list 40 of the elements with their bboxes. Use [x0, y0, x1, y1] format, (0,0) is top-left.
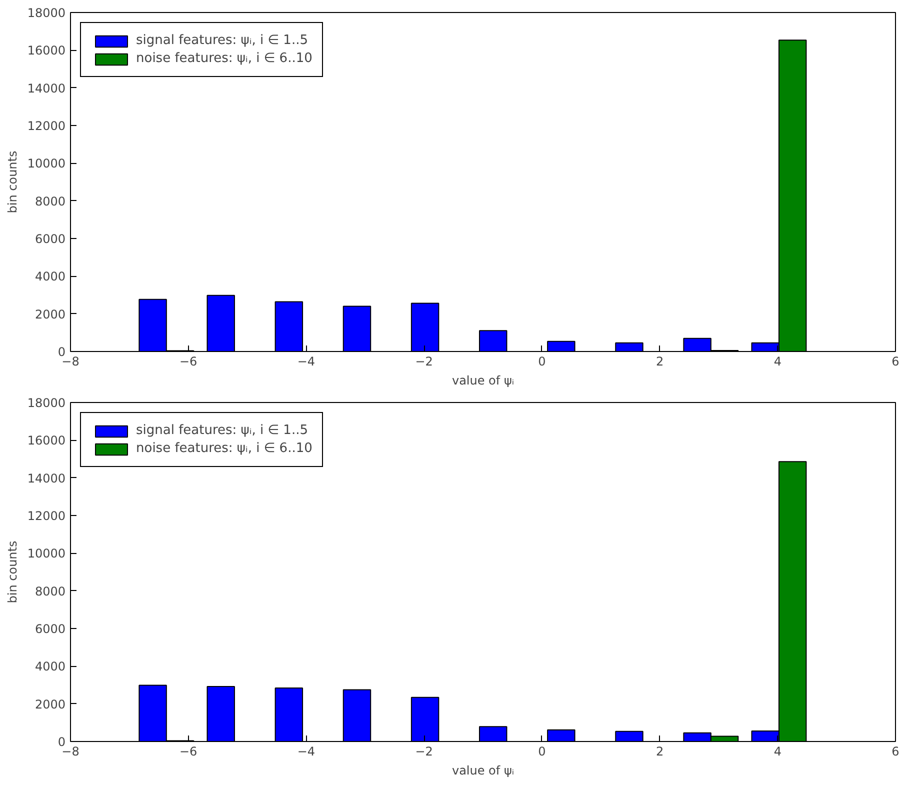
x-tick-label: −2 [415, 354, 433, 368]
x-tick-label: 4 [774, 354, 782, 368]
x-tick-label: −6 [180, 354, 198, 368]
x-axis-title: value of ψᵢ [452, 764, 514, 778]
x-tick-label: 4 [774, 744, 782, 758]
x-tick-label: −2 [415, 744, 433, 758]
x-tick-label: −4 [297, 354, 316, 368]
y-tick-label: 12000 [27, 119, 66, 133]
legend-label: signal features: ψᵢ, i ∈ 1..5 [136, 423, 308, 438]
y-tick-label: 2000 [34, 697, 66, 712]
y-tick-label: 18000 [27, 396, 66, 410]
x-tick-label: 0 [538, 354, 546, 368]
y-axis-title: bin counts [5, 540, 20, 604]
y-tick-label: 14000 [27, 471, 66, 486]
y-tick-label: 6000 [34, 232, 66, 246]
legend-label: noise features: ψᵢ, i ∈ 6..10 [136, 441, 312, 456]
y-axis-title: bin counts [5, 150, 20, 214]
y-tick-label: 16000 [27, 434, 66, 448]
x-tick-label: 2 [656, 354, 664, 368]
y-tick-label: 12000 [27, 509, 66, 523]
y-tick-label: 6000 [34, 622, 66, 636]
y-tick-label: 2000 [34, 307, 66, 322]
x-tick-label: 6 [892, 744, 900, 758]
y-tick-label: 4000 [34, 270, 66, 284]
y-tick-label: 14000 [27, 81, 66, 96]
legend-label: noise features: ψᵢ, i ∈ 6..10 [136, 51, 312, 66]
y-tick-label: 10000 [27, 156, 66, 171]
x-tick-label: −6 [180, 744, 198, 758]
y-tick-label: 10000 [27, 546, 66, 561]
x-axis-title: value of ψᵢ [452, 374, 514, 388]
legend-label: signal features: ψᵢ, i ∈ 1..5 [136, 33, 308, 48]
x-tick-label: 2 [656, 744, 664, 758]
x-tick-label: 6 [892, 354, 900, 368]
y-tick-label: 16000 [27, 44, 66, 58]
y-tick-label: 8000 [34, 194, 66, 208]
y-tick-label: 4000 [34, 660, 66, 674]
x-tick-label: 0 [538, 744, 546, 758]
y-tick-label: 18000 [27, 6, 66, 20]
y-tick-label: 8000 [34, 584, 66, 598]
x-tick-label: −4 [297, 744, 316, 758]
